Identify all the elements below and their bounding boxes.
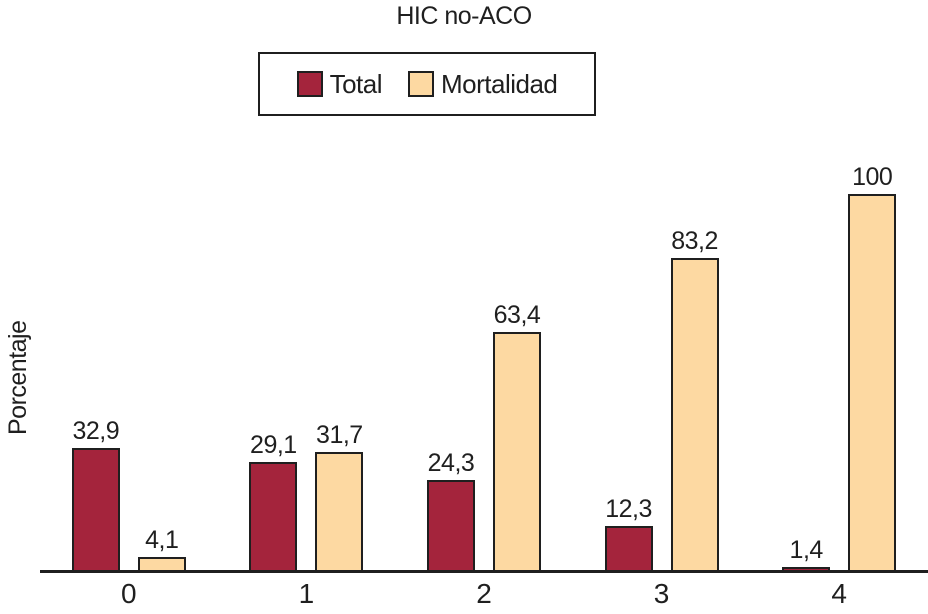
bar-value-label-mortalidad-3: 83,2 xyxy=(671,226,718,255)
bar-value-label-mortalidad-4: 100 xyxy=(852,163,893,191)
bar-total-1 xyxy=(249,462,298,572)
chart-title: HIC no-ACO xyxy=(396,2,532,30)
bar-value-label-mortalidad-1: 31,7 xyxy=(316,421,363,450)
x-axis-line xyxy=(40,570,928,573)
bar-total-2 xyxy=(427,480,475,572)
bar-total-3 xyxy=(604,525,653,572)
bar-mortalidad-3 xyxy=(670,257,719,572)
bar-value-label-mortalidad-0: 4,1 xyxy=(145,525,179,554)
bar-value-label-mortalidad-2: 63,4 xyxy=(493,301,541,330)
bar-value-label-total-2: 24,3 xyxy=(427,449,475,478)
bar-value-label-total-1: 29,1 xyxy=(250,431,297,459)
legend: Total Mortalidad xyxy=(258,52,596,116)
bar-value-label-total-0: 32,9 xyxy=(72,416,120,445)
y-axis-label: Porcentaje xyxy=(4,320,32,436)
bar-mortalidad-4 xyxy=(848,194,897,572)
x-tick-label-4: 4 xyxy=(831,578,847,609)
legend-item-total: Total xyxy=(296,68,383,100)
mortalidad-swatch-icon xyxy=(408,71,434,97)
x-tick-label-1: 1 xyxy=(298,578,315,609)
bar-mortalidad-1 xyxy=(315,452,364,572)
legend-label-total: Total xyxy=(329,68,383,99)
legend-item-mortalidad: Mortalidad xyxy=(408,68,558,100)
bar-value-label-total-4: 1,4 xyxy=(789,535,824,564)
bar-total-0 xyxy=(71,447,120,572)
x-tick-label-0: 0 xyxy=(121,578,137,609)
x-tick-label-3: 3 xyxy=(653,578,670,609)
legend-label-mortalidad: Mortalidad xyxy=(441,68,558,99)
bar-value-label-total-3: 12,3 xyxy=(605,494,652,523)
bar-mortalidad-2 xyxy=(493,332,541,572)
total-swatch-icon xyxy=(296,71,323,97)
x-tick-label-2: 2 xyxy=(476,578,492,609)
